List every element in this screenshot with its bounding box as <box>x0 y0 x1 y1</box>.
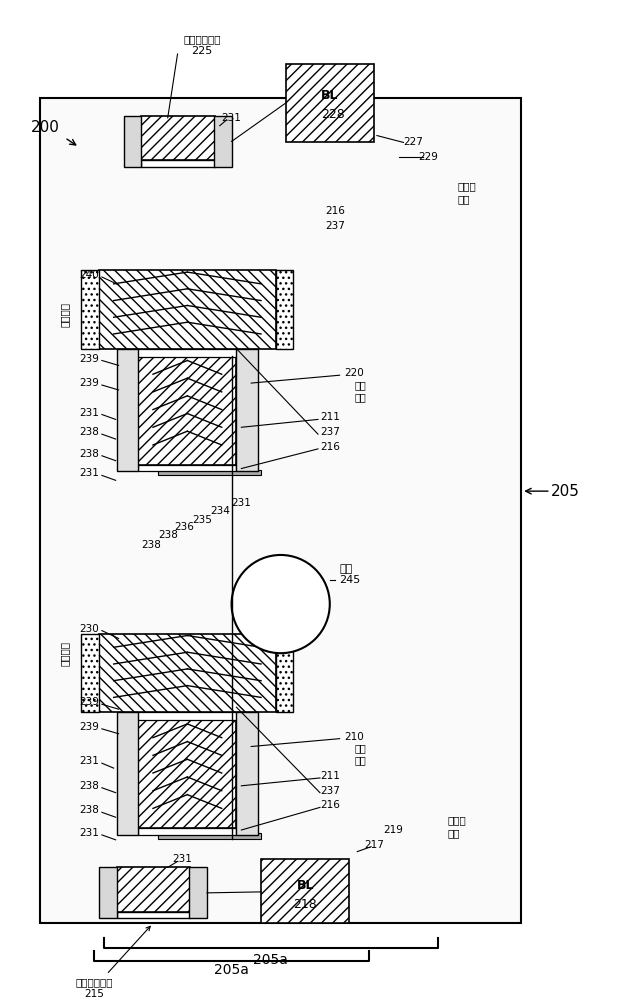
Bar <box>286 64 374 142</box>
Bar <box>189 867 207 918</box>
Text: 231: 231 <box>79 408 99 418</box>
Text: 240: 240 <box>79 270 99 280</box>
Text: 220: 220 <box>344 368 364 378</box>
Text: 211: 211 <box>320 412 340 422</box>
Text: 229: 229 <box>418 152 438 162</box>
Bar <box>236 349 258 471</box>
Text: 237: 237 <box>320 786 340 796</box>
Text: 浮动: 浮动 <box>354 743 366 753</box>
Text: 漏极: 漏极 <box>457 194 470 204</box>
Bar <box>236 712 258 835</box>
Bar <box>141 116 215 160</box>
Bar <box>40 98 521 923</box>
Text: 237: 237 <box>324 221 345 231</box>
Bar <box>81 270 99 349</box>
Text: 218: 218 <box>293 898 317 911</box>
Bar <box>141 160 215 167</box>
Text: 239: 239 <box>79 378 99 388</box>
Text: 231: 231 <box>222 113 241 123</box>
Text: 210: 210 <box>344 732 364 742</box>
Bar <box>138 465 236 471</box>
Text: 231: 231 <box>79 756 99 766</box>
Bar <box>117 712 138 835</box>
Text: 216: 216 <box>324 206 345 216</box>
Bar <box>99 270 276 349</box>
Text: 205a: 205a <box>253 953 288 967</box>
Text: 217: 217 <box>364 840 384 850</box>
Bar <box>138 720 236 828</box>
Text: 栅极: 栅极 <box>354 755 366 765</box>
Bar <box>158 470 261 475</box>
Circle shape <box>232 555 330 653</box>
Text: 231: 231 <box>231 498 251 508</box>
Text: 浮动: 浮动 <box>354 380 366 390</box>
Bar <box>99 634 276 712</box>
Text: 227: 227 <box>403 137 423 147</box>
Text: 236: 236 <box>175 522 194 532</box>
Text: 231: 231 <box>79 468 99 478</box>
Text: 211: 211 <box>320 771 340 781</box>
Text: 237: 237 <box>320 427 340 437</box>
Text: 239: 239 <box>79 697 99 707</box>
Text: 228: 228 <box>321 108 345 121</box>
Bar <box>128 712 246 720</box>
Text: 轻掺杂: 轻掺杂 <box>457 182 476 192</box>
Text: 216: 216 <box>320 442 340 452</box>
Bar <box>138 357 236 465</box>
Bar <box>128 349 246 357</box>
Text: 238: 238 <box>79 449 99 459</box>
Text: 漏极: 漏极 <box>448 828 460 838</box>
Text: 200: 200 <box>30 120 59 135</box>
Text: 源极
245: 源极 245 <box>340 564 361 585</box>
Bar <box>158 833 261 839</box>
Text: 225: 225 <box>192 46 213 56</box>
Bar <box>138 828 236 835</box>
Bar <box>276 270 293 349</box>
Text: 230: 230 <box>79 624 99 634</box>
Text: BL: BL <box>321 89 338 102</box>
Text: 205a: 205a <box>214 963 249 977</box>
Text: 控制栅极: 控制栅极 <box>60 641 70 666</box>
Text: 238: 238 <box>79 805 99 815</box>
Text: 控制栅极: 控制栅极 <box>60 302 70 327</box>
Text: 219: 219 <box>384 825 404 835</box>
Text: 238: 238 <box>79 781 99 791</box>
Bar <box>117 912 190 918</box>
Text: 栅极: 栅极 <box>354 392 366 402</box>
Text: 239: 239 <box>79 354 99 364</box>
Text: 奇数选择栅极: 奇数选择栅极 <box>184 34 221 44</box>
Text: 231: 231 <box>173 854 192 864</box>
Bar <box>117 349 138 471</box>
Text: 238: 238 <box>79 427 99 437</box>
Text: 235: 235 <box>192 515 212 525</box>
Bar <box>81 634 99 712</box>
Bar <box>214 116 232 167</box>
Text: 216: 216 <box>320 800 340 810</box>
Text: 205: 205 <box>551 484 580 499</box>
Bar <box>123 116 141 167</box>
Text: 轻掺杂: 轻掺杂 <box>448 815 466 825</box>
Text: 239: 239 <box>79 722 99 732</box>
Bar <box>117 867 190 912</box>
Text: BL: BL <box>297 879 314 892</box>
Text: 238: 238 <box>141 540 161 550</box>
Text: 234: 234 <box>210 506 230 516</box>
Bar <box>276 634 293 712</box>
Text: 238: 238 <box>157 530 178 540</box>
Text: 偶数选择栅极
215: 偶数选择栅极 215 <box>76 926 150 999</box>
Bar <box>99 867 117 918</box>
Bar <box>261 859 349 923</box>
Text: 231: 231 <box>79 828 99 838</box>
